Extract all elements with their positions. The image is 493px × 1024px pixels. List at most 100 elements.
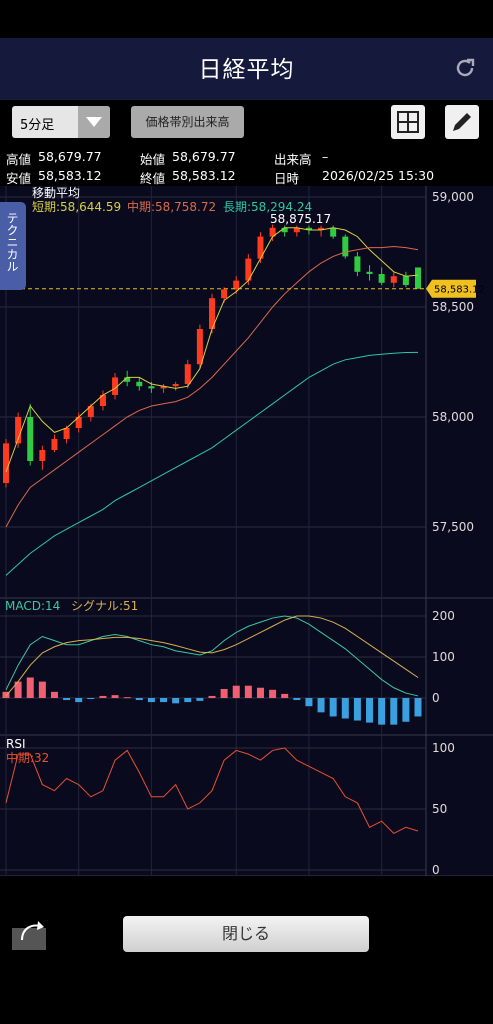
macd-y-tick-label: 0 bbox=[432, 691, 440, 705]
macd-histogram-bar bbox=[232, 685, 240, 698]
macd-line bbox=[5, 615, 419, 697]
close-button[interactable]: 閉じる bbox=[123, 916, 369, 952]
technical-tab[interactable]: テクニカル bbox=[0, 202, 26, 290]
macd-histogram-bar bbox=[196, 698, 204, 701]
candle-body bbox=[257, 236, 264, 259]
macd-histogram-bar bbox=[147, 698, 155, 703]
candle-body bbox=[184, 364, 191, 384]
macd-histogram-bar bbox=[2, 691, 10, 698]
candle-body bbox=[354, 256, 361, 272]
macd-histogram-bar bbox=[281, 693, 289, 698]
title-bar: 日経平均 bbox=[0, 38, 493, 100]
refresh-icon[interactable] bbox=[453, 56, 477, 80]
candle-body bbox=[390, 276, 397, 283]
candle-body bbox=[136, 381, 143, 387]
low-label: 安値 bbox=[6, 171, 32, 186]
volume-label: 出来高 bbox=[274, 152, 312, 167]
candle-body bbox=[99, 395, 106, 406]
open-label: 始値 bbox=[140, 152, 166, 167]
macd-histogram-bar bbox=[208, 695, 216, 698]
candle-body bbox=[124, 377, 131, 382]
page-title: 日経平均 bbox=[198, 57, 295, 83]
macd-y-tick-label: 200 bbox=[432, 609, 455, 623]
candle-body bbox=[172, 384, 179, 387]
period-select[interactable]: 5分足 bbox=[12, 106, 110, 138]
candle-body bbox=[87, 406, 94, 417]
candle-body bbox=[330, 227, 337, 237]
chart-grid bbox=[0, 186, 493, 876]
candle-body bbox=[160, 386, 167, 389]
macd-panel bbox=[2, 615, 422, 725]
macd-histogram-bar bbox=[123, 697, 131, 699]
last-price-badge-text: 58,583.12 bbox=[434, 285, 485, 296]
technical-tab-label: テクニカル bbox=[5, 212, 19, 272]
rsi-line bbox=[5, 747, 419, 835]
macd-histogram-bar bbox=[378, 698, 386, 725]
macd-histogram-bar bbox=[172, 698, 180, 704]
close-value: 58,583.12 bbox=[172, 168, 236, 183]
ma-mid-label: 中期:58,758.72 bbox=[127, 199, 216, 214]
candle-body bbox=[221, 289, 228, 299]
candle-body bbox=[305, 227, 312, 230]
signal-line bbox=[5, 615, 419, 697]
macd-histogram-bar bbox=[329, 698, 337, 717]
candle-body bbox=[75, 417, 82, 428]
macd-histogram-bar bbox=[38, 681, 46, 698]
macd-histogram-bar bbox=[256, 687, 264, 698]
volume-profile-button[interactable]: 価格帯別出来高 bbox=[131, 106, 244, 138]
candle-body bbox=[378, 274, 385, 283]
volume-value: – bbox=[322, 149, 329, 164]
candle-body bbox=[342, 236, 349, 257]
candle-body bbox=[148, 386, 155, 389]
macd-histogram-bar bbox=[63, 698, 71, 701]
ma-title: 移動平均 bbox=[32, 186, 80, 200]
y-tick-label: 57,500 bbox=[432, 520, 474, 534]
macd-histogram-bar bbox=[293, 698, 301, 701]
candle-body bbox=[196, 329, 203, 365]
candle-body bbox=[318, 227, 325, 230]
quote-panel: 高値 58,679.77 始値 58,679.77 出来高 – 安値 58,58… bbox=[0, 146, 493, 186]
ma-long-label: 長期:58,294.24 bbox=[223, 200, 312, 214]
candle-body bbox=[415, 267, 421, 289]
rsi-y-tick-label: 100 bbox=[432, 741, 455, 755]
ma-short-label: 短期:58,644.59 bbox=[32, 200, 121, 214]
draw-button[interactable] bbox=[445, 105, 479, 139]
macd-histogram-bar bbox=[390, 698, 398, 725]
macd-histogram-bar bbox=[402, 698, 410, 722]
macd-histogram-bar bbox=[220, 688, 228, 698]
status-bar bbox=[0, 0, 493, 38]
candle-body bbox=[112, 377, 119, 395]
candle-body bbox=[3, 443, 9, 483]
macd-histogram-bar bbox=[14, 681, 22, 698]
chart-area[interactable]: 58,583.12 59,00058,50058,00057,5009:0010… bbox=[0, 186, 493, 876]
high-label: 高値 bbox=[6, 152, 32, 167]
high-value: 58,679.77 bbox=[38, 149, 102, 164]
macd-histogram-bar bbox=[75, 698, 83, 703]
bottom-bar: 閉じる bbox=[0, 900, 493, 1024]
price-panel: 58,583.12 bbox=[0, 224, 485, 576]
last-price-badge bbox=[426, 279, 476, 298]
macd-histogram-bar bbox=[269, 689, 277, 698]
candle-body bbox=[233, 280, 240, 290]
macd-histogram-bar bbox=[184, 698, 192, 703]
macd-histogram-bar bbox=[353, 698, 361, 721]
macd-histogram-bar bbox=[305, 698, 313, 707]
candle-body bbox=[39, 450, 46, 461]
macd-label: MACD:14 bbox=[5, 599, 60, 613]
macd-histogram-bar bbox=[317, 698, 325, 713]
macd-histogram-bar bbox=[414, 698, 422, 717]
macd-histogram-bar bbox=[160, 698, 168, 703]
candle-body bbox=[63, 428, 70, 439]
candle-body bbox=[402, 276, 409, 285]
open-value: 58,679.77 bbox=[172, 149, 236, 164]
macd-y-tick-label: 100 bbox=[432, 650, 455, 664]
candle-body bbox=[209, 298, 215, 329]
ma-line-mid bbox=[5, 245, 419, 528]
rsi-y-tick-label: 0 bbox=[432, 863, 440, 876]
screen-rotate-icon[interactable] bbox=[10, 916, 48, 952]
candle-body bbox=[27, 417, 34, 461]
period-value: 5分足 bbox=[20, 118, 55, 133]
macd-histogram-bar bbox=[244, 685, 252, 698]
rsi-y-tick-label: 50 bbox=[432, 802, 447, 816]
grid-button[interactable] bbox=[391, 105, 425, 139]
